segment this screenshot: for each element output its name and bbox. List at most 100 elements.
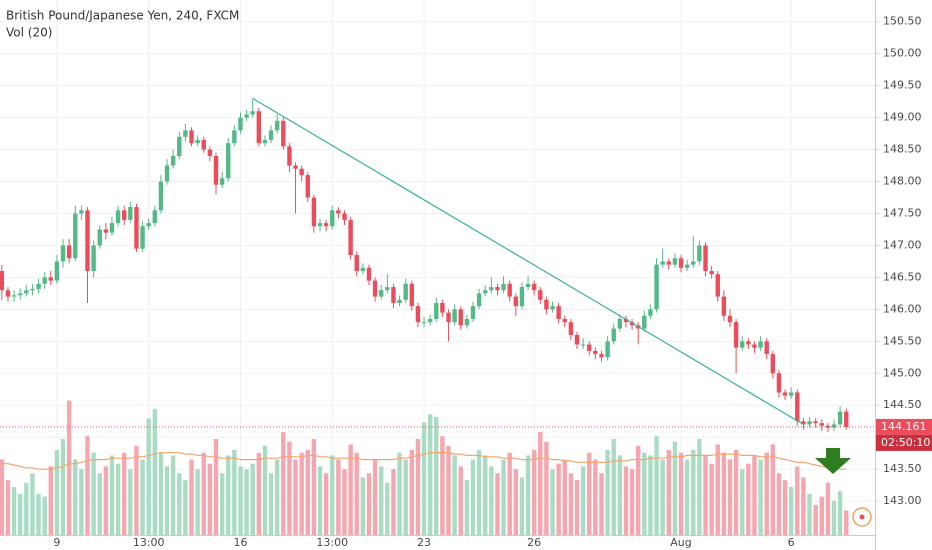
- candle-body: [648, 309, 653, 316]
- candle-body: [844, 411, 849, 427]
- candle-body: [434, 302, 439, 319]
- volume-bar: [678, 452, 684, 535]
- candle-body: [0, 271, 5, 291]
- volume-bar: [587, 452, 592, 535]
- volume-bar: [385, 482, 390, 535]
- candle-body: [525, 283, 531, 287]
- candle-body: [85, 210, 90, 272]
- candle-body: [507, 283, 512, 297]
- volume-bar: [709, 463, 714, 535]
- volume-bar: [427, 414, 433, 535]
- volume-bar: [305, 449, 310, 535]
- volume-bar: [103, 466, 109, 535]
- volume-bar: [177, 473, 182, 535]
- candle-body: [36, 283, 41, 289]
- volume-bar: [770, 444, 776, 535]
- volume-bar: [146, 418, 151, 535]
- candle-body: [776, 373, 782, 393]
- candle-body: [152, 210, 158, 224]
- candle-body: [795, 392, 800, 422]
- x-tick-label: 16: [233, 536, 247, 549]
- volume-bar: [97, 473, 102, 535]
- candle-body: [746, 341, 751, 345]
- candle-body: [733, 322, 739, 348]
- candle-body: [323, 223, 329, 227]
- candle-body: [232, 130, 237, 144]
- candle-body: [568, 322, 574, 335]
- y-tick-label: 144.50: [883, 398, 922, 411]
- volume-bar: [415, 438, 421, 535]
- chart-title: British Pound/Japanese Yen, 240, FXCM: [6, 9, 239, 23]
- candle-body: [623, 318, 629, 323]
- volume-bar: [715, 444, 720, 535]
- volume-bar: [495, 473, 500, 535]
- volume-bar: [91, 452, 96, 535]
- candle-body: [807, 421, 812, 425]
- candle-body: [605, 341, 610, 358]
- candle-body: [593, 350, 598, 355]
- candle-body: [495, 286, 500, 291]
- candle-body: [66, 245, 72, 259]
- candle-body: [24, 290, 29, 294]
- candle-body: [770, 354, 776, 374]
- candle-body: [91, 245, 96, 272]
- candle-body: [587, 344, 592, 351]
- volume-bar: [476, 449, 482, 535]
- y-tick-label: 143.50: [883, 462, 922, 475]
- candle-body: [837, 411, 843, 425]
- candle-body: [244, 114, 249, 118]
- volume-bar: [317, 466, 323, 535]
- volume-bar: [740, 469, 745, 535]
- candle-body: [317, 223, 323, 227]
- volume-bar: [648, 455, 653, 535]
- candle-body: [54, 261, 60, 281]
- volume-bar: [617, 455, 623, 535]
- volume-bar: [11, 486, 17, 535]
- arrow-icon: [815, 448, 851, 474]
- volume-bar: [232, 449, 237, 535]
- volume-bar: [42, 496, 47, 535]
- volume-bar: [807, 493, 812, 535]
- volume-bar: [513, 469, 519, 535]
- y-tick-label: 143.00: [883, 494, 922, 507]
- volume-bar: [60, 438, 66, 535]
- candle-body: [164, 165, 170, 182]
- candle-body: [201, 139, 206, 150]
- volume-bar: [311, 438, 317, 535]
- volume-bar: [195, 469, 200, 535]
- candle-body: [226, 143, 231, 179]
- x-tick-label: 6: [788, 536, 795, 549]
- last-price-box: [876, 418, 932, 435]
- volume-bar: [213, 438, 219, 535]
- candle-body: [42, 277, 47, 284]
- volume-bar: [507, 452, 512, 535]
- x-tick-label: Aug: [670, 536, 691, 549]
- y-tick-label: 147.50: [883, 206, 922, 219]
- volume-bar: [403, 459, 408, 535]
- volume-title: Vol (20): [6, 26, 52, 40]
- volume-bar: [550, 469, 555, 535]
- candle-body: [489, 286, 494, 291]
- candle-body: [819, 423, 824, 426]
- candle-body: [709, 271, 714, 275]
- volume-bar: [819, 496, 824, 535]
- candle-body: [385, 286, 390, 291]
- volume-bar: [421, 422, 427, 535]
- candle-body: [342, 213, 347, 220]
- y-tick-label: 147.00: [883, 238, 922, 251]
- volume-bar: [299, 452, 304, 535]
- candle-body: [421, 322, 427, 324]
- candle-body: [697, 245, 702, 262]
- volume-bar: [672, 441, 678, 535]
- candle-body: [617, 318, 623, 329]
- candle-body: [727, 315, 733, 323]
- y-tick-label: 146.50: [883, 270, 922, 283]
- candle-body: [360, 267, 366, 272]
- candle-body: [128, 207, 133, 220]
- alert-icon[interactable]: [852, 507, 872, 527]
- candle-body: [513, 296, 519, 307]
- volume-bar: [330, 455, 335, 535]
- volume-bar: [281, 432, 286, 535]
- volume-bar: [440, 436, 445, 535]
- volume-bar: [372, 459, 378, 535]
